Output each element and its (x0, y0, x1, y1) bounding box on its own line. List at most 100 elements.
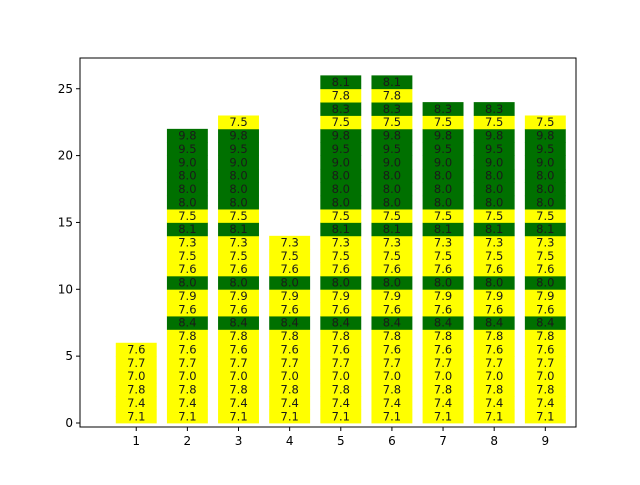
segment-label: 7.8 (536, 383, 554, 397)
bar-segment (166, 235, 208, 250)
segment-label: 7.6 (434, 302, 452, 316)
bar-segment (269, 342, 311, 357)
segment-label: 7.8 (383, 329, 401, 343)
segment-label: 8.0 (434, 169, 452, 183)
segment-label: 7.8 (332, 329, 350, 343)
segment-label: 7.5 (536, 249, 554, 263)
segment-label: 7.9 (536, 289, 554, 303)
bar-segment (473, 262, 515, 277)
segment-label: 7.8 (229, 383, 247, 397)
bar-segment (473, 382, 515, 397)
segment-label: 7.3 (434, 236, 452, 250)
bar-segment (166, 356, 208, 370)
segment-label: 7.6 (536, 302, 554, 316)
segment-label: 7.1 (127, 409, 145, 423)
segment-label: 7.0 (383, 369, 401, 383)
segment-labels: 7.17.47.87.07.77.67.17.47.87.07.77.67.88… (127, 75, 554, 423)
bar-segment (371, 182, 413, 197)
segment-label: 7.4 (178, 396, 196, 410)
bar-segment (218, 396, 259, 411)
segment-label: 8.0 (383, 182, 401, 196)
bar-segment (269, 289, 311, 304)
segment-label: 7.6 (178, 342, 196, 356)
segment-label: 7.6 (434, 342, 452, 356)
bar-segment (473, 142, 515, 156)
bar-segment (422, 262, 464, 277)
segment-label: 7.9 (178, 289, 196, 303)
segment-label: 7.5 (332, 209, 350, 223)
bar-segment (473, 275, 515, 290)
bar-segment (473, 369, 515, 384)
segment-label: 8.0 (434, 276, 452, 290)
bar-segment (166, 209, 208, 223)
bar-segment (320, 115, 362, 130)
bar-segment (422, 182, 464, 197)
bar-segment (166, 342, 208, 357)
segment-label: 9.5 (178, 142, 196, 156)
bar-segment (371, 329, 413, 344)
y-tick-label: 5 (65, 349, 73, 363)
x-tick-label: 4 (286, 434, 294, 448)
bar-segment (422, 142, 464, 156)
bar-segment (166, 222, 208, 237)
bar-segment (269, 302, 311, 317)
segment-label: 7.4 (383, 396, 401, 410)
bar-segment (166, 155, 208, 170)
bar-segment (473, 195, 515, 210)
bar-segment (320, 128, 362, 143)
segment-label: 8.0 (434, 182, 452, 196)
segment-label: 7.3 (536, 236, 554, 250)
bar-segment (218, 289, 259, 304)
bar-segment (371, 115, 413, 130)
segment-label: 8.4 (281, 316, 299, 330)
bar-segment (320, 329, 362, 344)
segment-label: 8.0 (332, 195, 350, 209)
x-tick-label: 6 (388, 434, 396, 448)
segment-label: 7.6 (485, 262, 503, 276)
segment-label: 7.3 (178, 236, 196, 250)
bar-segment (473, 209, 515, 223)
segment-label: 7.7 (485, 356, 503, 370)
segment-label: 9.0 (332, 155, 350, 169)
segment-label: 9.8 (383, 129, 401, 143)
bar-segment (524, 289, 566, 304)
bar-segment (166, 128, 208, 143)
segment-label: 7.9 (485, 289, 503, 303)
bar-segment (218, 222, 259, 237)
segment-label: 7.0 (485, 369, 503, 383)
bar-segment (524, 235, 566, 250)
bar-segment (115, 369, 157, 384)
bar-segment (320, 289, 362, 304)
bar-segment (320, 249, 362, 263)
segment-label: 8.0 (332, 182, 350, 196)
segment-label: 9.8 (536, 129, 554, 143)
segment-label: 7.1 (383, 409, 401, 423)
segment-label: 7.5 (434, 115, 452, 129)
bar-segment (166, 168, 208, 183)
bar-segment (371, 342, 413, 357)
segment-label: 7.5 (281, 249, 299, 263)
bar-segment (524, 222, 566, 237)
segment-label: 8.0 (332, 276, 350, 290)
bar-segment (473, 115, 515, 130)
segment-label: 8.0 (485, 195, 503, 209)
segment-label: 8.0 (332, 169, 350, 183)
y-tick-label: 10 (58, 282, 73, 296)
bar-segment (166, 302, 208, 317)
segment-label: 7.5 (485, 115, 503, 129)
x-axis: 1 2 3 4 5 6 7 8 9 (132, 427, 549, 448)
bar-segment (422, 222, 464, 237)
segment-label: 7.1 (178, 409, 196, 423)
x-tick-label: 2 (184, 434, 192, 448)
y-tick-label: 20 (58, 149, 73, 163)
segment-label: 8.0 (536, 195, 554, 209)
segment-label: 7.7 (127, 356, 145, 370)
segment-label: 7.4 (127, 396, 145, 410)
segment-label: 7.9 (332, 289, 350, 303)
segment-label: 8.0 (536, 182, 554, 196)
segment-label: 7.7 (434, 356, 452, 370)
bar-segment (473, 409, 515, 424)
segment-label: 8.4 (383, 316, 401, 330)
bar-segment (524, 356, 566, 370)
